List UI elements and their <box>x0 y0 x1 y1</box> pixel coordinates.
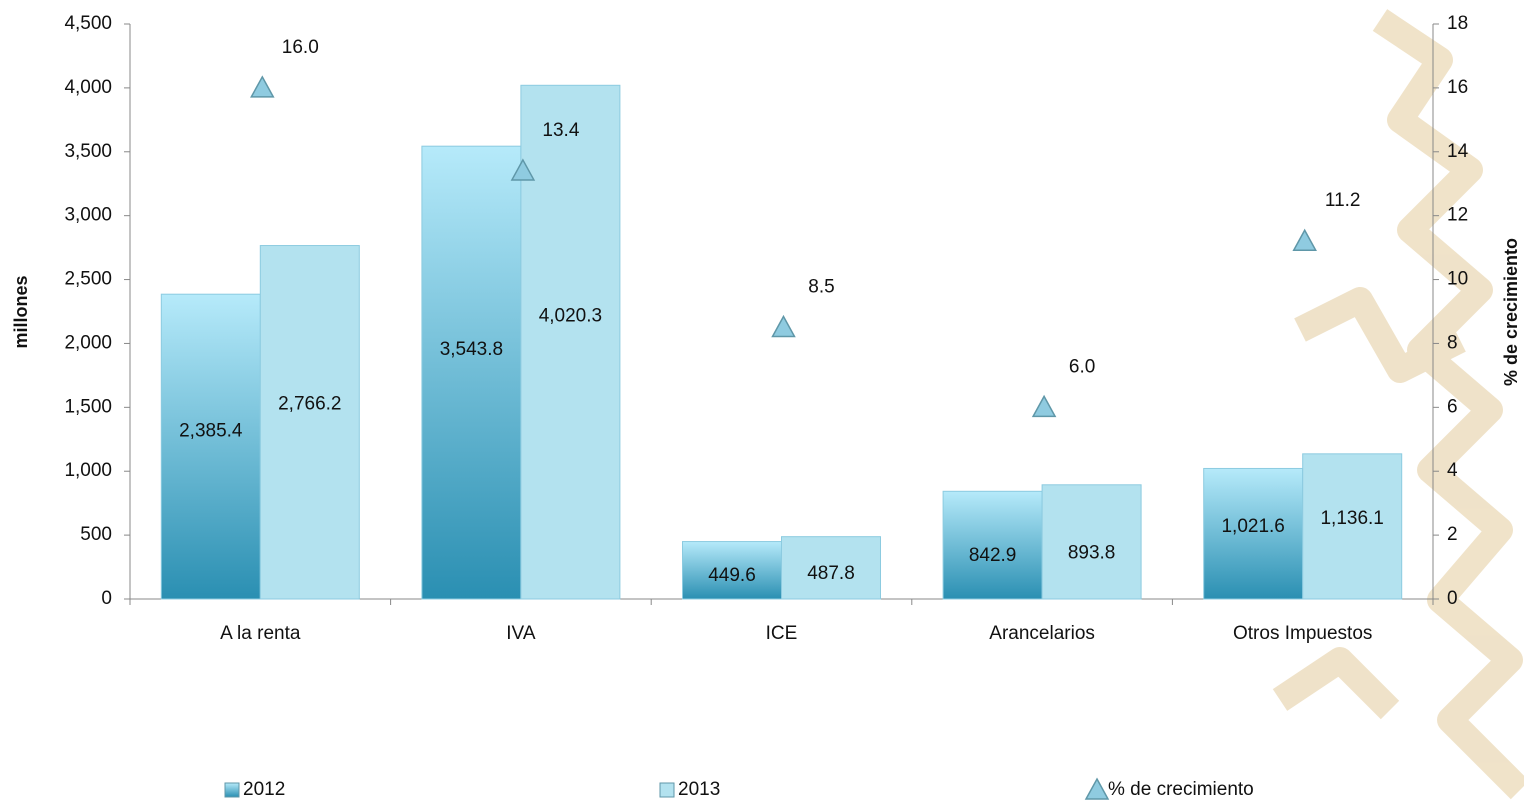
y2-tick-label: 2 <box>1447 524 1458 545</box>
data-label: 8.5 <box>808 276 834 297</box>
bar <box>421 145 522 600</box>
bar <box>781 536 881 600</box>
y-tick-label: 3,000 <box>64 205 112 226</box>
data-label: 4,020.3 <box>539 305 602 326</box>
legend-marker <box>1084 777 1110 800</box>
bar <box>942 490 1043 600</box>
data-label: 11.2 <box>1325 190 1361 211</box>
y2-tick-label: 16 <box>1447 77 1468 98</box>
y2-tick-label: 10 <box>1447 269 1468 290</box>
data-label: 2,766.2 <box>278 394 341 415</box>
y2-tick-label: 8 <box>1447 332 1458 353</box>
background-ribbon <box>1272 9 1524 800</box>
data-label: 2,385.4 <box>179 420 243 441</box>
growth-marker <box>510 158 536 181</box>
data-label: 3,543.8 <box>440 339 503 360</box>
y-tick-label: 4,000 <box>64 77 112 98</box>
y-tick-label: 1,000 <box>64 460 112 481</box>
y-axis-title: millones <box>11 275 31 348</box>
y-tick-label: 3,500 <box>64 141 112 162</box>
data-label: 13.4 <box>542 120 579 141</box>
growth-marker <box>1292 228 1317 251</box>
y2-tick-label: 0 <box>1447 588 1458 609</box>
x-tick-label: IVA <box>506 623 536 644</box>
data-label: 487.8 <box>807 563 855 584</box>
legend-label: % de crecimiento <box>1108 779 1254 800</box>
data-label: 1,136.1 <box>1320 508 1383 529</box>
x-tick-label: ICE <box>766 623 798 644</box>
y2-tick-label: 4 <box>1447 460 1458 481</box>
data-label: 842.9 <box>969 545 1017 566</box>
bar <box>259 245 360 600</box>
y2-tick-label: 6 <box>1447 396 1458 417</box>
x-tick-label: A la renta <box>220 623 301 644</box>
growth-marker <box>250 75 275 98</box>
data-label: 16.0 <box>282 37 319 58</box>
y-tick-label: 4,500 <box>64 13 112 34</box>
data-label: 6.0 <box>1069 356 1095 377</box>
data-label: 449.6 <box>708 565 756 586</box>
x-tick-label: Arancelarios <box>989 623 1095 644</box>
growth-marker <box>771 314 796 338</box>
y2-tick-label: 14 <box>1447 141 1469 162</box>
y2-tick-label: 18 <box>1447 13 1468 34</box>
data-label: 1,021.6 <box>1221 516 1284 537</box>
y-tick-label: 2,500 <box>64 269 112 290</box>
bar <box>1041 484 1142 600</box>
growth-marker <box>1031 394 1057 418</box>
bar <box>1203 467 1304 600</box>
legend-label: 2012 <box>243 779 285 800</box>
bar <box>1302 453 1403 600</box>
x-tick-label: Otros Impuestos <box>1233 623 1372 644</box>
y-tick-label: 0 <box>101 588 112 609</box>
y-tick-label: 500 <box>80 524 112 545</box>
y2-tick-label: 12 <box>1447 205 1468 226</box>
bar <box>520 84 621 600</box>
bar <box>160 293 261 600</box>
y2-axis-title: % de crecimiento <box>1501 238 1521 386</box>
legend-marker <box>659 782 675 798</box>
legend-label: 2013 <box>678 779 720 800</box>
y-tick-label: 2,000 <box>64 332 112 353</box>
data-label: 893.8 <box>1068 542 1116 563</box>
legend-marker <box>224 782 240 798</box>
y-tick-label: 1,500 <box>64 396 112 417</box>
bar <box>682 541 782 600</box>
